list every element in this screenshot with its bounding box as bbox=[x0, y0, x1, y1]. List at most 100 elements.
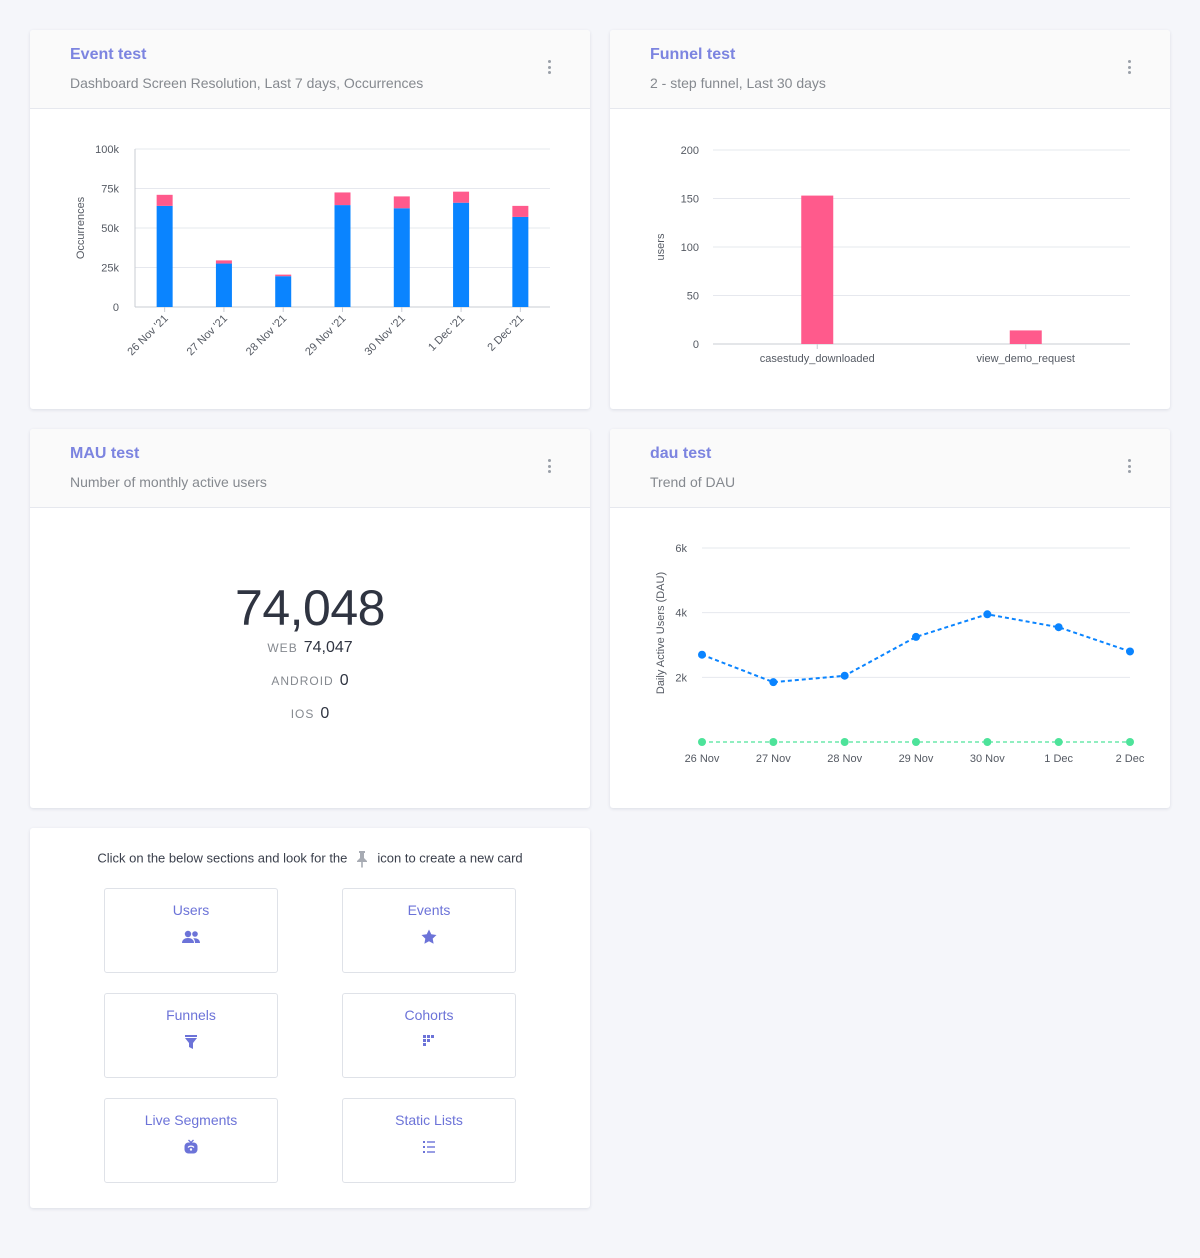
events-icon bbox=[421, 929, 437, 944]
tile-label: Funnels bbox=[166, 1007, 216, 1023]
static-lists-tile[interactable]: Static Lists bbox=[342, 1098, 516, 1183]
card-title[interactable]: MAU test bbox=[70, 445, 140, 462]
hint-text: Click on the below sections and look for… bbox=[97, 850, 348, 866]
bar-blue bbox=[512, 216, 529, 307]
pin-icon bbox=[357, 851, 368, 868]
funnel-icon bbox=[185, 1035, 197, 1049]
x-tick-label: 29 Nov bbox=[899, 753, 934, 765]
tile-label: Users bbox=[172, 902, 210, 918]
x-tick-label: 29 Nov '21 bbox=[303, 313, 348, 358]
x-tick-label: 27 Nov '21 bbox=[185, 313, 230, 358]
x-tick-label: 28 Nov '21 bbox=[244, 313, 289, 358]
data-point-blue bbox=[769, 678, 778, 687]
x-tick-label: 26 Nov '21 bbox=[125, 313, 170, 358]
card-title[interactable]: Funnel test bbox=[650, 46, 736, 63]
data-point-blue bbox=[698, 650, 706, 659]
bar-blue bbox=[393, 208, 410, 307]
bar-blue bbox=[334, 205, 351, 307]
mau-test-card: MAU test Number of monthly active users … bbox=[30, 429, 590, 808]
y-axis-label: Daily Active Users (DAU) bbox=[655, 572, 667, 694]
x-tick-label: 30 Nov '21 bbox=[362, 313, 407, 358]
funnels-tile[interactable]: Funnels bbox=[104, 993, 278, 1078]
card-title[interactable]: Event test bbox=[70, 46, 147, 63]
events-tile[interactable]: Events bbox=[342, 888, 516, 973]
data-point-green bbox=[769, 738, 778, 746]
data-point-blue bbox=[1126, 647, 1134, 656]
card-header: dau test Trend of DAU bbox=[610, 429, 1170, 508]
tile-label: Events bbox=[407, 902, 451, 918]
x-tick-label: 30 Nov bbox=[970, 753, 1005, 765]
card-subtitle: 2 - step funnel, Last 30 days bbox=[650, 75, 826, 91]
card-subtitle: Number of monthly active users bbox=[70, 474, 267, 490]
live-segments-tile[interactable]: Live Segments bbox=[104, 1098, 278, 1183]
platform-label: IOS bbox=[290, 707, 315, 721]
users-tile[interactable]: Users bbox=[104, 888, 278, 973]
data-point-green bbox=[840, 738, 849, 746]
data-point-green bbox=[912, 738, 920, 746]
x-tick-label: 1 Dec bbox=[1044, 753, 1073, 765]
event-test-card: Event test Dashboard Screen Resolution, … bbox=[30, 30, 590, 409]
platform-value: 74,047 bbox=[303, 639, 353, 656]
users-icon bbox=[182, 930, 200, 943]
card-title[interactable]: dau test bbox=[650, 445, 712, 462]
bar-blue bbox=[453, 202, 470, 307]
list-icon bbox=[423, 1141, 435, 1153]
x-tick-label: 2 Dec '21 bbox=[485, 313, 526, 354]
y-tick-label: 0 bbox=[113, 302, 119, 314]
x-tick-label: view_demo_request bbox=[977, 353, 1075, 365]
create-card-hint: Click on the below sections and look for… bbox=[30, 850, 590, 868]
funnel-bar-chart: 0 50 100 150 200 users casestudy_downloaded vie… bbox=[655, 145, 1130, 365]
bar-blue bbox=[156, 205, 173, 307]
more-options-icon[interactable] bbox=[546, 60, 552, 76]
funnel-bar bbox=[801, 195, 834, 344]
more-options-icon[interactable] bbox=[546, 459, 552, 475]
more-options-icon[interactable] bbox=[1126, 60, 1132, 76]
mau-platform-ios: IOS 0 bbox=[30, 705, 590, 723]
y-tick-label: 200 bbox=[681, 145, 699, 157]
data-point-blue bbox=[840, 671, 849, 680]
cohorts-tile[interactable]: Cohorts bbox=[342, 993, 516, 1078]
data-point-green bbox=[1126, 738, 1134, 746]
bar-pink bbox=[453, 191, 470, 203]
data-point-green bbox=[1054, 738, 1063, 746]
mau-total: 74,048 bbox=[235, 580, 385, 636]
data-point-blue bbox=[912, 632, 920, 641]
platform-value: 0 bbox=[339, 672, 349, 689]
x-tick-label: 1 Dec '21 bbox=[426, 313, 467, 354]
y-tick-label: 0 bbox=[693, 339, 699, 351]
y-tick-label: 50 bbox=[687, 291, 699, 303]
bar-pink bbox=[156, 194, 173, 206]
event-bar-chart: 0 25k 50k 75k 100k Occurrences 26 Nov '21 27 No… bbox=[75, 144, 550, 358]
y-tick-label: 6k bbox=[675, 543, 687, 555]
y-tick-label: 25k bbox=[101, 263, 119, 275]
y-tick-label: 50k bbox=[101, 223, 119, 235]
bar-blue bbox=[215, 263, 232, 307]
mau-platform-android: ANDROID 0 bbox=[30, 672, 590, 690]
bar-pink bbox=[512, 205, 529, 217]
x-tick-label: 2 Dec bbox=[1116, 753, 1145, 765]
card-header: Funnel test 2 - step funnel, Last 30 day… bbox=[610, 30, 1170, 109]
funnel-test-card: Funnel test 2 - step funnel, Last 30 day… bbox=[610, 30, 1170, 409]
hint-text: icon to create a new card bbox=[377, 850, 523, 866]
bar-pink bbox=[393, 196, 410, 209]
series-line-blue bbox=[701, 613, 1131, 684]
y-axis-label: Occurrences bbox=[75, 196, 87, 259]
data-point-blue bbox=[1054, 623, 1063, 632]
dau-test-card: dau test Trend of DAU 2k 4k 6k Daily Active… bbox=[610, 429, 1170, 808]
create-card-panel: Click on the below sections and look for… bbox=[30, 828, 590, 1208]
data-point-green bbox=[983, 738, 992, 746]
y-tick-label: 100 bbox=[681, 242, 699, 254]
mau-platform-web: WEB 74,047 bbox=[30, 639, 590, 657]
y-tick-label: 100k bbox=[95, 144, 119, 156]
more-options-icon[interactable] bbox=[1126, 459, 1132, 475]
tile-label: Cohorts bbox=[404, 1007, 454, 1023]
y-tick-label: 75k bbox=[101, 184, 119, 196]
data-point-blue bbox=[983, 610, 992, 619]
y-tick-label: 4k bbox=[675, 608, 687, 620]
card-subtitle: Trend of DAU bbox=[650, 474, 736, 490]
cohorts-icon bbox=[423, 1035, 434, 1046]
y-tick-label: 2k bbox=[675, 672, 687, 684]
tile-label: Live Segments bbox=[144, 1112, 238, 1128]
y-axis-label: users bbox=[655, 233, 667, 260]
funnel-bar bbox=[1009, 330, 1042, 344]
